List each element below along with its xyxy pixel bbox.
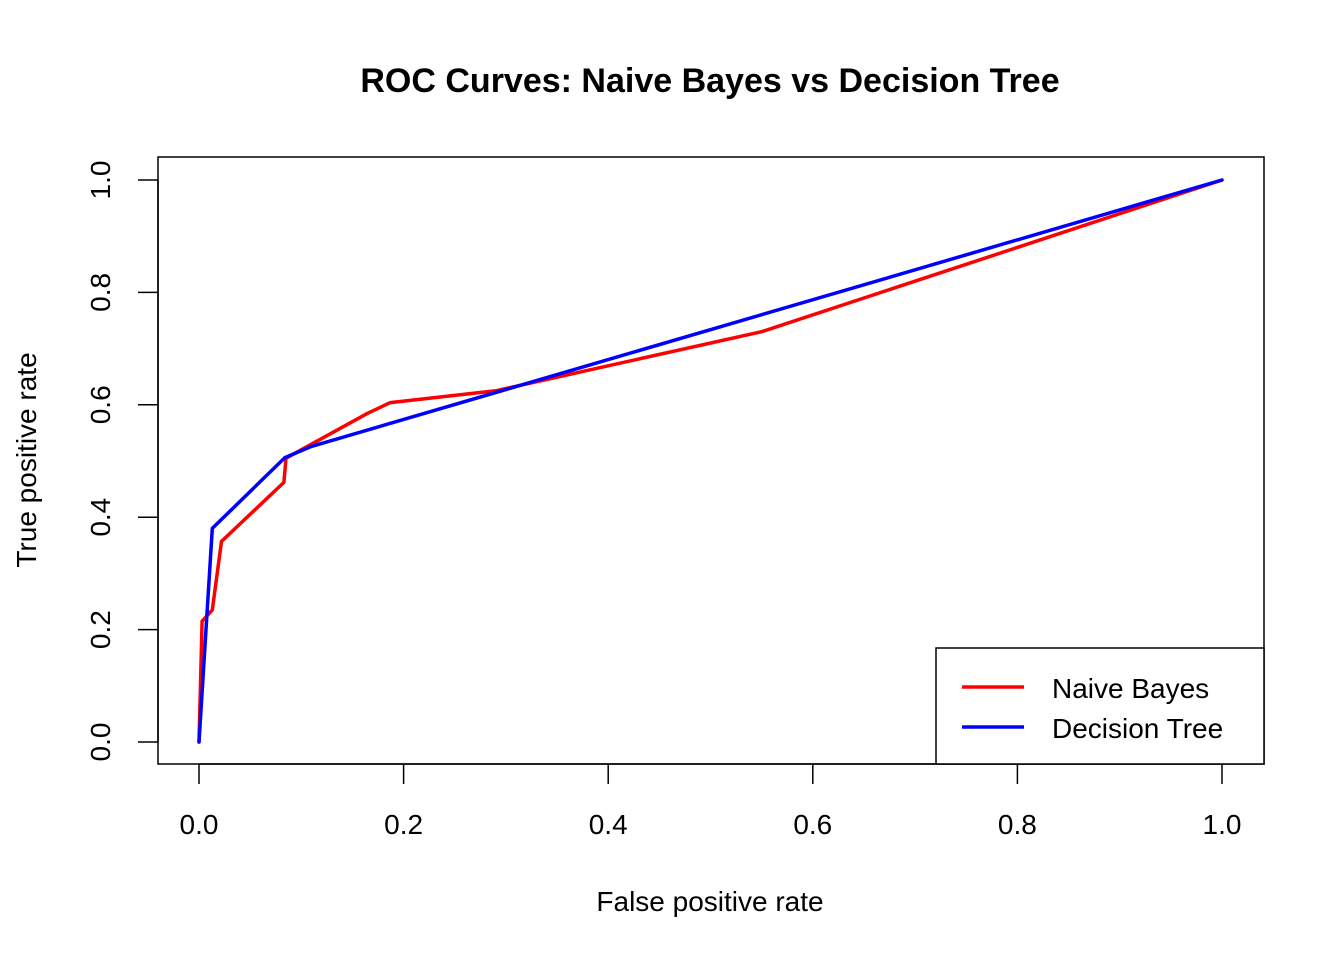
y-axis: 0.0 0.2 0.4 0.6 0.8 1.0: [85, 161, 159, 762]
x-tick-label: 0.2: [384, 809, 423, 840]
x-tick-label: 1.0: [1203, 809, 1242, 840]
series-layer: [197, 178, 1224, 744]
series-line-decision-tree: [197, 178, 1224, 744]
x-axis: 0.0 0.2 0.4 0.6 0.8 1.0: [180, 763, 1242, 840]
x-axis-label: False positive rate: [596, 886, 823, 917]
x-tick-label: 0.6: [793, 809, 832, 840]
legend: Naive Bayes Decision Tree: [935, 647, 1265, 765]
y-tick-label: 0.6: [85, 385, 116, 424]
y-tick-label: 1.0: [85, 161, 116, 200]
y-tick-label: 0.0: [85, 723, 116, 762]
y-tick-label: 0.8: [85, 273, 116, 312]
x-tick-label: 0.0: [180, 809, 219, 840]
x-tick-label: 0.4: [589, 809, 628, 840]
y-tick-label: 0.4: [85, 498, 116, 537]
legend-label-naive-bayes: Naive Bayes: [1052, 673, 1209, 704]
y-tick-label: 0.2: [85, 610, 116, 649]
x-tick-label: 0.8: [998, 809, 1037, 840]
legend-label-decision-tree: Decision Tree: [1052, 713, 1223, 744]
y-axis-label: True positive rate: [11, 352, 42, 567]
chart-title: ROC Curves: Naive Bayes vs Decision Tree: [360, 62, 1059, 100]
legend-box: [935, 647, 1265, 765]
